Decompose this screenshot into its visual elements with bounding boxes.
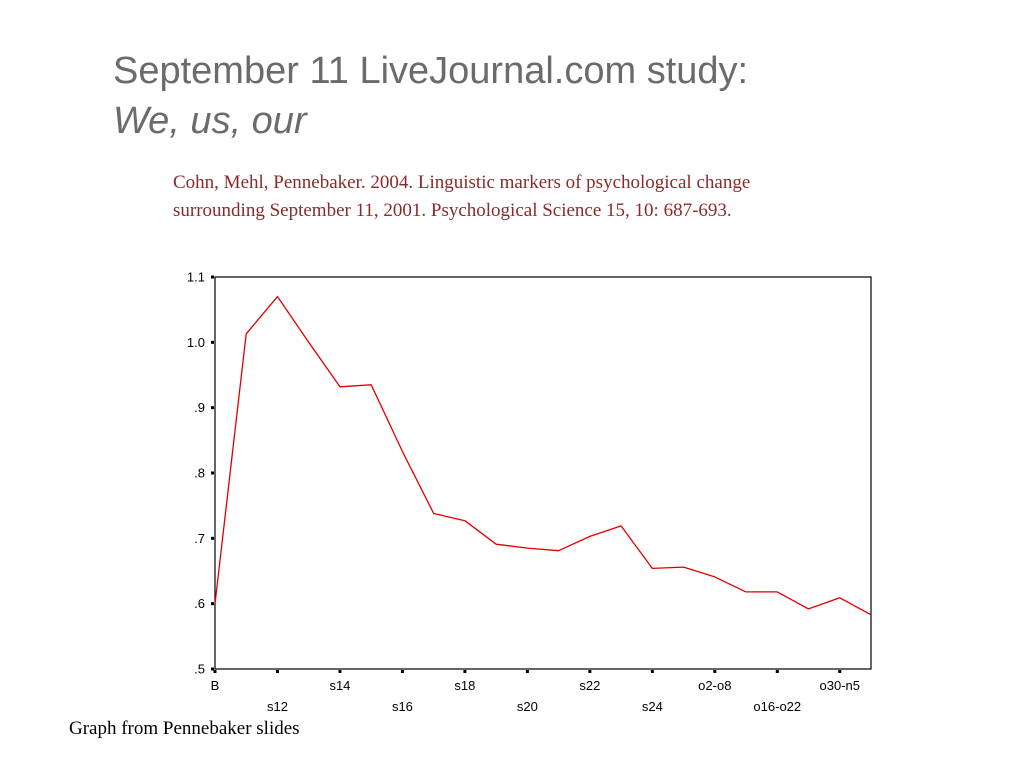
x-tick-label: s24 — [642, 699, 663, 714]
y-tick-mark — [211, 340, 214, 344]
y-tick-label: 1.0 — [187, 335, 205, 350]
x-tick-mark — [463, 670, 467, 673]
x-tick-label: o30-n5 — [820, 678, 860, 693]
y-tick-label: .8 — [194, 466, 205, 481]
y-tick-label: 1.1 — [187, 270, 205, 285]
x-tick-mark — [713, 670, 717, 673]
x-tick-mark — [525, 670, 529, 673]
y-tick-mark — [211, 602, 214, 606]
slide-title: September 11 LiveJournal.com study: — [113, 50, 749, 92]
slide-title-block: September 11 LiveJournal.com study: We, … — [113, 46, 748, 146]
x-tick-label: o2-o8 — [698, 678, 731, 693]
x-tick-label: B — [211, 678, 220, 693]
x-tick-mark — [213, 670, 217, 673]
x-tick-mark — [650, 670, 654, 673]
citation-line-2: surrounding September 11, 2001. Psycholo… — [173, 200, 732, 221]
y-tick-mark — [211, 471, 214, 475]
y-tick-mark — [211, 275, 214, 279]
x-tick-label: o16-o22 — [753, 699, 801, 714]
y-tick-mark — [211, 536, 214, 540]
y-tick-label: .5 — [194, 662, 205, 677]
y-tick-mark — [211, 406, 214, 410]
x-tick-mark — [338, 670, 342, 673]
y-tick-mark — [211, 667, 214, 671]
y-tick-label: .7 — [194, 531, 205, 546]
x-tick-label: s16 — [392, 699, 413, 714]
x-tick-mark — [400, 670, 404, 673]
plot-frame — [214, 276, 872, 670]
x-tick-label: s22 — [579, 678, 600, 693]
citation: Cohn, Mehl, Pennebaker. 2004. Linguistic… — [173, 169, 933, 225]
x-tick-mark — [838, 670, 842, 673]
citation-line-1: Cohn, Mehl, Pennebaker. 2004. Linguistic… — [173, 172, 751, 193]
x-tick-mark — [775, 670, 779, 673]
x-tick-label: s18 — [454, 678, 475, 693]
x-tick-mark — [275, 670, 279, 673]
footnote: Graph from Pennebaker slides — [69, 718, 300, 739]
x-tick-label: s20 — [517, 699, 538, 714]
x-tick-mark — [588, 670, 592, 673]
x-tick-label: s14 — [329, 678, 350, 693]
y-tick-label: .9 — [194, 400, 205, 415]
series-line — [214, 295, 872, 616]
x-tick-label: s12 — [267, 699, 288, 714]
y-tick-label: .6 — [194, 596, 205, 611]
slide-subtitle: We, us, our — [113, 100, 307, 142]
